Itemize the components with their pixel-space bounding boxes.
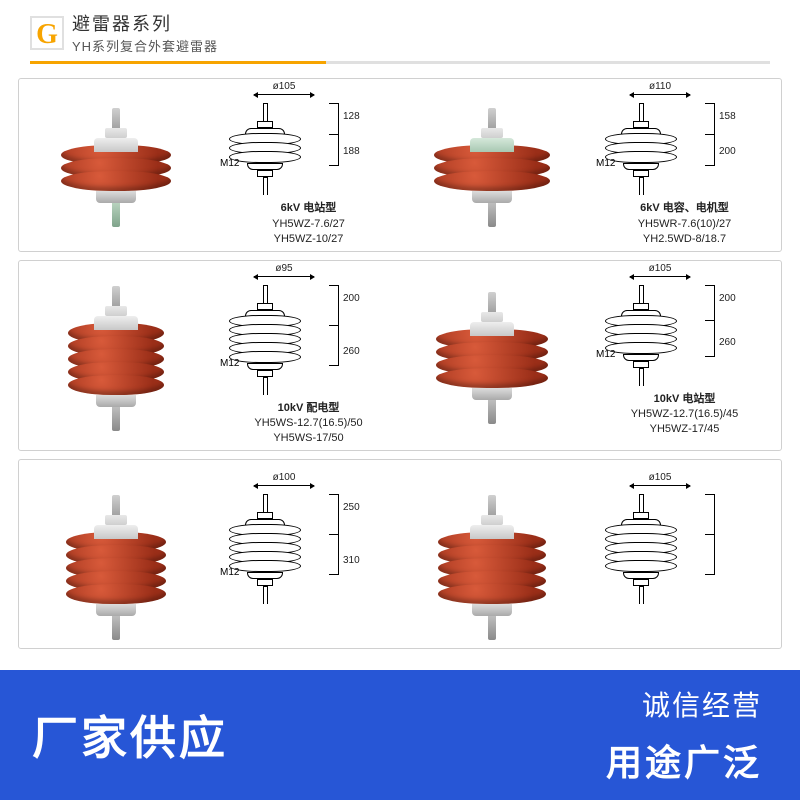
product-diagram: ø95200260M1210kV 配电型YH5WS-12.7(16.5)/50Y… [210,271,397,447]
series-title: 避雷器系列 [72,10,218,36]
catalog-header: G 避雷器系列 YH系列复合外套避雷器 [0,0,800,70]
dimension-diameter: ø110 [649,81,671,92]
product-photo [27,271,204,447]
dimension-diameter: ø100 [273,472,296,483]
product-diagram: ø105200260M1210kV 电站型YH5WZ-12.7(16.5)/45… [586,271,773,447]
product-type-label: 6kV 电容、电机型 [640,201,729,216]
dimension-height: 158 [719,111,736,122]
product-photo [403,271,580,447]
product-model-number: YH5WZ-17/45 [650,422,720,437]
dimension-height: 200 [719,146,736,157]
product-diagram: ø105128188M126kV 电站型YH5WZ-7.6/27YH5WZ-10… [210,89,397,247]
banner-right-top-text: 诚信经营 [642,684,762,724]
product-photo [27,470,204,644]
product-diagram: ø105 [586,470,773,644]
product-diagram: ø110158200M126kV 电容、电机型YH5WR-7.6(10)/27Y… [586,89,773,247]
product-model-number: YH5WZ-12.7(16.5)/45 [631,407,739,422]
dimension-height: 188 [343,146,360,157]
dimension-height: 200 [343,293,360,304]
product-model-number: YH2.5WD-8/18.7 [643,232,726,247]
dimension-height: 260 [719,337,736,348]
product-row: ø100 250 310 M12 ø105 [18,459,782,649]
dimension-diameter: ø105 [649,263,672,274]
dimension-bolt: M12 [220,358,239,369]
dimension-height: 250 [343,502,360,513]
product-grid: ø105 128 188 M12 6kV 电站型YH5WZ-7.6/27YH5WZ-10… [0,70,800,649]
product-photo [403,89,580,247]
product-photo [403,470,580,644]
banner-right-bottom-text: 用途广泛 [606,734,762,786]
product-type-label: 10kV 配电型 [278,401,340,416]
product-row: ø95200260M1210kV 配电型YH5WS-12.7(16.5)/50Y… [18,260,782,452]
dimension-height: 260 [343,346,360,357]
dimension-bolt: M12 [596,158,615,169]
product-photo [27,89,204,247]
dimension-height: 200 [719,293,736,304]
product-row: ø105 128 188 M12 6kV 电站型YH5WZ-7.6/27YH5WZ-10… [18,78,782,252]
series-badge: G [30,16,64,50]
product-model-number: YH5WS-17/50 [273,431,343,446]
banner-left-text: 厂家供应 [32,702,228,768]
series-subtitle: YH系列复合外套避雷器 [72,36,218,55]
dimension-height: 128 [343,111,360,122]
product-type-label: 6kV 电站型 [281,201,337,216]
header-accent-line [30,61,770,64]
product-type-label: 10kV 电站型 [654,392,716,407]
dimension-bolt: M12 [596,349,615,360]
promo-banner: 厂家供应 诚信经营 用途广泛 [0,670,800,800]
dimension-bolt: M12 [220,158,239,169]
dimension-bolt: M12 [220,567,239,578]
dimension-diameter: ø105 [649,472,672,483]
dimension-diameter: ø95 [275,263,292,274]
product-model-number: YH5WR-7.6(10)/27 [638,217,732,232]
dimension-diameter: ø105 [273,81,296,92]
product-model-number: YH5WZ-7.6/27 [272,217,345,232]
product-model-number: YH5WS-12.7(16.5)/50 [254,416,362,431]
dimension-height: 310 [343,555,360,566]
product-diagram: ø100 250 310 M12 [210,470,397,644]
product-model-number: YH5WZ-10/27 [274,232,344,247]
